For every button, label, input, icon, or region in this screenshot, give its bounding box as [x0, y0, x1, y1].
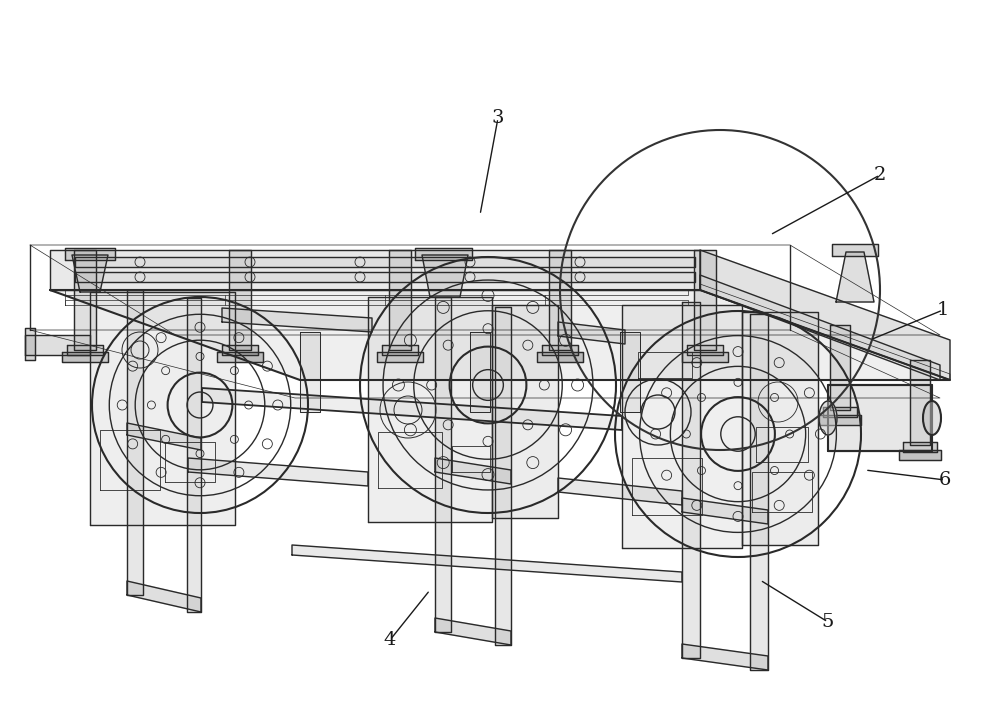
Polygon shape [694, 250, 716, 350]
Polygon shape [222, 345, 258, 355]
Polygon shape [435, 458, 511, 484]
Polygon shape [25, 328, 35, 360]
Polygon shape [558, 478, 682, 505]
Polygon shape [435, 618, 511, 645]
Polygon shape [435, 297, 451, 632]
Polygon shape [836, 252, 874, 302]
Polygon shape [90, 292, 235, 525]
Polygon shape [828, 385, 932, 451]
Polygon shape [188, 458, 368, 486]
Text: 3: 3 [492, 109, 504, 127]
Polygon shape [229, 250, 251, 350]
Polygon shape [217, 352, 263, 362]
Polygon shape [127, 581, 201, 612]
Polygon shape [823, 407, 857, 417]
Polygon shape [903, 442, 937, 452]
Polygon shape [292, 545, 682, 582]
Text: 6: 6 [939, 471, 951, 489]
Polygon shape [830, 325, 850, 410]
Ellipse shape [819, 401, 837, 435]
Polygon shape [389, 250, 411, 350]
Polygon shape [422, 255, 468, 297]
Polygon shape [620, 332, 640, 412]
Polygon shape [65, 248, 115, 260]
Text: 2: 2 [874, 166, 886, 184]
Polygon shape [50, 250, 700, 290]
Polygon shape [549, 250, 571, 350]
Polygon shape [832, 244, 878, 256]
Polygon shape [687, 345, 723, 355]
Polygon shape [127, 423, 201, 450]
Polygon shape [74, 250, 96, 350]
Polygon shape [682, 352, 728, 362]
Polygon shape [415, 248, 472, 260]
Polygon shape [750, 314, 768, 670]
Polygon shape [558, 322, 625, 344]
Polygon shape [67, 345, 103, 355]
Polygon shape [682, 644, 768, 670]
Polygon shape [682, 302, 700, 658]
Polygon shape [368, 297, 492, 522]
Polygon shape [72, 255, 108, 292]
Polygon shape [700, 275, 940, 380]
Polygon shape [300, 332, 320, 412]
Ellipse shape [923, 401, 941, 435]
Polygon shape [742, 312, 818, 545]
Polygon shape [187, 298, 201, 612]
Text: 1: 1 [937, 301, 949, 319]
Polygon shape [50, 290, 950, 380]
Polygon shape [492, 305, 558, 518]
Text: 5: 5 [822, 613, 834, 631]
Polygon shape [470, 332, 490, 412]
Polygon shape [899, 450, 941, 460]
Polygon shape [62, 352, 108, 362]
Polygon shape [910, 360, 930, 445]
Polygon shape [222, 308, 372, 332]
Text: 4: 4 [384, 631, 396, 649]
Polygon shape [542, 345, 578, 355]
Polygon shape [700, 250, 950, 380]
Polygon shape [25, 335, 90, 355]
Polygon shape [537, 352, 583, 362]
Polygon shape [495, 307, 511, 645]
Polygon shape [75, 272, 695, 282]
Polygon shape [377, 352, 423, 362]
Polygon shape [382, 345, 418, 355]
Polygon shape [682, 498, 768, 524]
Polygon shape [819, 415, 861, 425]
Polygon shape [75, 257, 695, 267]
Polygon shape [127, 290, 143, 595]
Polygon shape [202, 388, 622, 430]
Polygon shape [622, 305, 742, 548]
